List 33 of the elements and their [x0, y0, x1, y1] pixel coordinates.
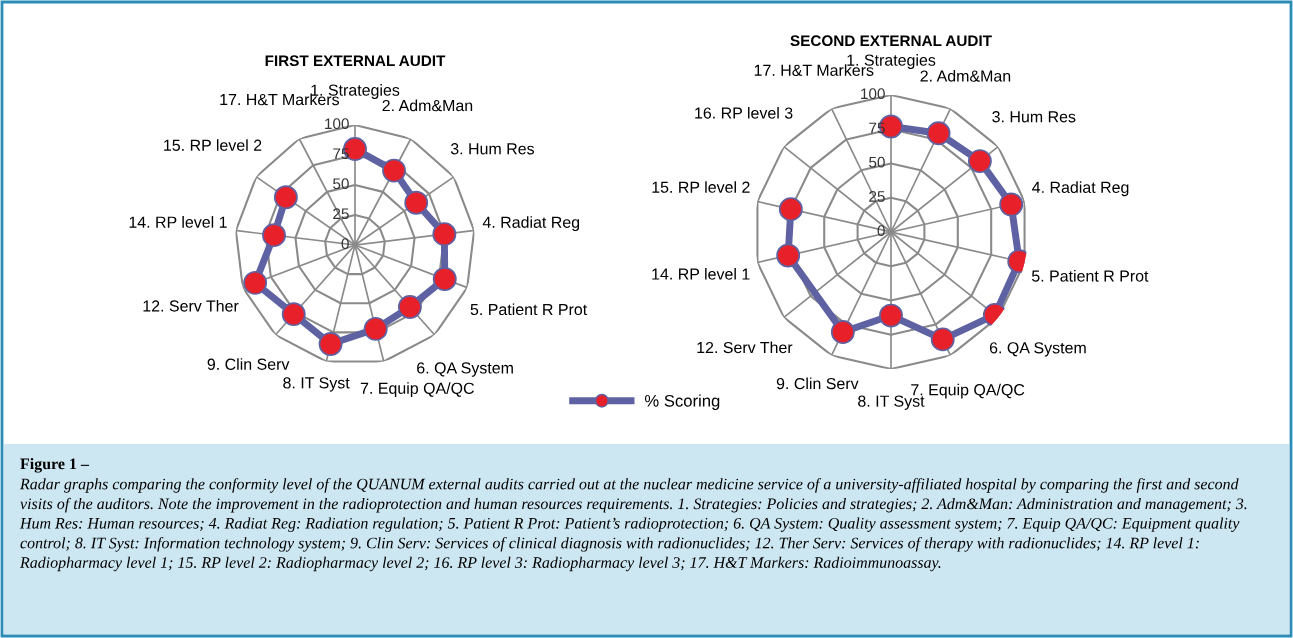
spoke-label: 6. QA System [417, 362, 513, 377]
spoke-label: 14. RP level 1 [129, 216, 227, 228]
chart-title: FIRST EXTERNAL AUDIT [265, 55, 446, 67]
spoke-label: 14. RP level 1 [652, 268, 750, 280]
text: Radar graphs comparing the conformity level of the QUANUM external audits carried out at the nuclear medicine service of a university-affiliated hospital by comparing the first and second visits of the auditors. Note the improvement in the radioprotection and human resources requirements. 1. Strategies: Policies and strategies; 2. Adm&Man: Administration and management; 3. Hum Res: Human resources; 4. Radiat Reg: Radiation regulation; 5. Patient R Prot: Patient’s radioprotection; 6. QA System: Quality assessment system; 7. Equip QA/QC: Equipment quality control; 8. IT Syst: Information technology system; 9. Clin Serv: Services of clinical diagnosis with radionuclides; 12. Ther Serv: Services of therapy with radionuclides; 14. RP level 1: Radiopharmacy level 1; 15. RP level 2: Radiopharmacy level 2; 16. RP level 3: Radiopharmacy level 3; 17. H&T Markers: Radioimmunoassay. [19, 478, 1247, 572]
spoke-label: 4. Radiat Reg [1032, 181, 1129, 197]
legend-label: % Scoring [644, 394, 720, 410]
spoke-label: 15. RP level 2 [164, 139, 262, 151]
spoke-label: 15. RP level 2 [652, 181, 750, 193]
spoke-label: 9. Clin Serv [776, 377, 859, 390]
y-tick-label: 50 [869, 156, 885, 168]
spoke-label: 12. Serv Ther [143, 299, 239, 312]
y-tick-label: 100 [325, 118, 349, 130]
caption: Figure 1 – [20, 458, 90, 473]
y-tick-label: 0 [877, 225, 885, 237]
spoke-label: 5. Patient R Prot [470, 303, 588, 316]
y-tick-label: 100 [861, 88, 885, 100]
spoke-label: 2. Adm&Man [920, 69, 1011, 82]
y-tick-label: 25 [869, 191, 885, 202]
spoke-label: 16. RP level 3 [695, 106, 793, 119]
spoke-label: 3. Hum Res [450, 143, 535, 155]
spoke-label: 7. Equip QA/QC [360, 382, 474, 398]
spoke-label: 8. IT Syst [283, 377, 350, 392]
chart-title: SECOND EXTERNAL AUDIT [790, 35, 992, 47]
spoke-label: 6. QA System [989, 342, 1086, 357]
y-tick-label: 50 [333, 178, 349, 190]
y-tick-label: 25 [333, 208, 349, 220]
spoke-label: 3. Hum Res [992, 111, 1076, 123]
spoke-label: 5. Patient R Prot [1031, 269, 1149, 282]
spoke-label: 9. Clin Serv [207, 358, 290, 370]
spoke-label: 4. Radiat Reg [482, 216, 580, 232]
spoke-label: 2. Adm&Man [382, 99, 473, 112]
spoke-label: 12. Serv Ther [697, 341, 793, 354]
